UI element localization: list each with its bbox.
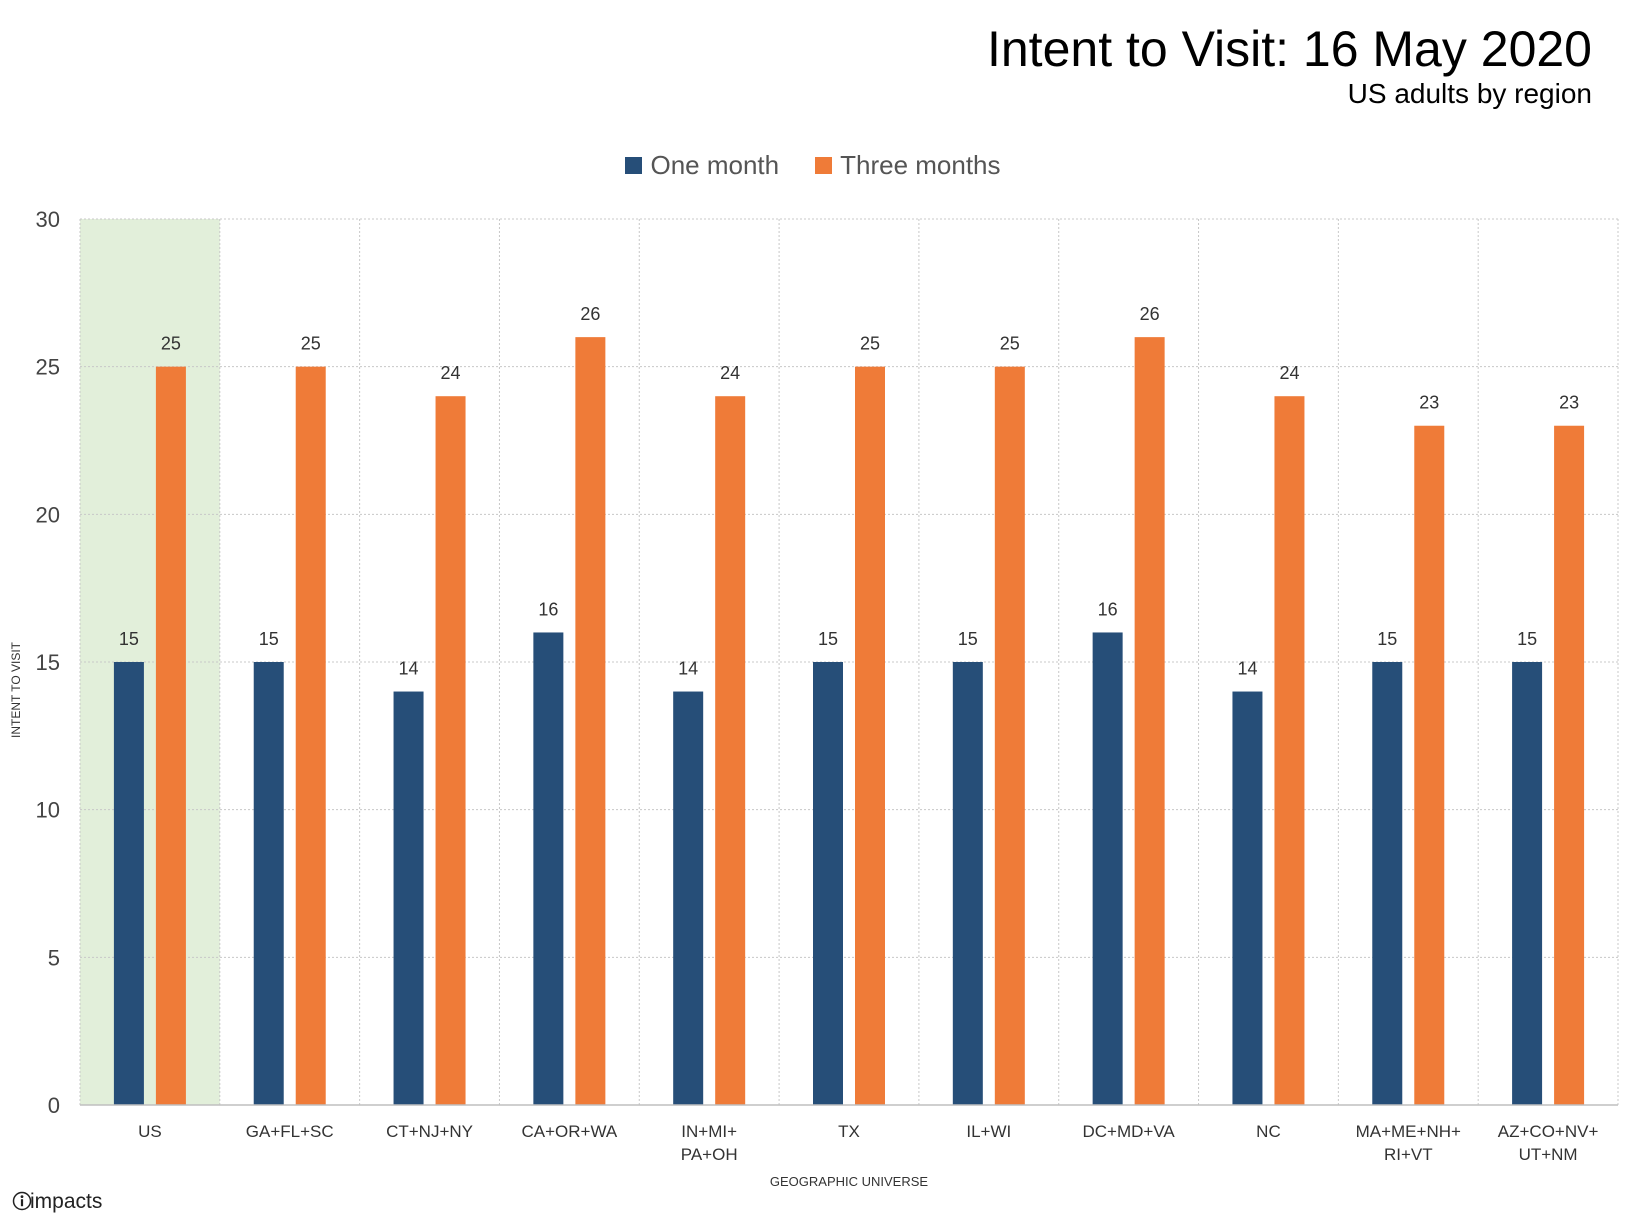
data-label: 24 [720, 363, 740, 383]
bar [715, 396, 746, 1105]
chart-legend: One month Three months [0, 150, 1626, 181]
bar [295, 366, 326, 1106]
data-label: 23 [1419, 393, 1439, 413]
bar [1414, 425, 1445, 1105]
bar [813, 662, 843, 1105]
data-label: 14 [678, 659, 698, 679]
bar [435, 396, 466, 1105]
data-label: 15 [958, 629, 978, 649]
x-tick-label: NC [1256, 1122, 1281, 1141]
data-label: 26 [580, 304, 600, 324]
data-label: 15 [1517, 629, 1537, 649]
data-label: 25 [161, 334, 181, 354]
bar [1554, 425, 1585, 1105]
x-tick-label: GA+FL+SC [246, 1122, 334, 1141]
bar [1274, 396, 1305, 1105]
bar [1512, 662, 1543, 1105]
bar [1092, 632, 1123, 1105]
bar [1232, 691, 1263, 1105]
x-tick-label: CT+NJ+NY [386, 1122, 473, 1141]
x-axis-title: GEOGRAPHIC UNIVERSE [770, 1174, 929, 1189]
bar [673, 691, 704, 1105]
y-tick-label: 15 [36, 650, 60, 675]
bar [533, 632, 564, 1105]
bar [575, 337, 606, 1106]
data-label: 23 [1559, 393, 1579, 413]
y-tick-label: 25 [36, 355, 60, 380]
bar [1372, 662, 1403, 1105]
x-tick-label: US [138, 1122, 162, 1141]
x-tick-label: MA+ME+NH+ RI+VT [1356, 1122, 1461, 1164]
bar [994, 366, 1025, 1106]
x-tick-label: IL+WI [966, 1122, 1011, 1141]
bar [952, 662, 983, 1105]
legend-swatch-three-months [815, 157, 833, 174]
chart-title: Intent to Visit: 16 May 2020 [986, 21, 1592, 77]
data-label: 24 [441, 363, 461, 383]
data-label: 25 [301, 334, 321, 354]
data-label: 15 [818, 629, 838, 649]
data-label: 25 [1000, 334, 1020, 354]
data-label: 16 [538, 599, 558, 619]
bar [155, 366, 186, 1106]
data-label: 16 [1098, 599, 1118, 619]
y-tick-label: 10 [36, 798, 60, 823]
bar [393, 691, 424, 1105]
y-tick-label: 30 [36, 207, 60, 232]
brand-logo: impacts [12, 1190, 102, 1217]
legend-label-one-month: One month [650, 150, 780, 180]
data-label: 15 [119, 629, 139, 649]
bar [855, 366, 885, 1106]
bar [113, 662, 144, 1105]
data-label: 15 [259, 629, 279, 649]
info-circle-icon [12, 1191, 32, 1217]
data-label: 14 [399, 659, 419, 679]
brand-name: impacts [30, 1190, 103, 1213]
legend-swatch-one-month [625, 157, 643, 174]
bar [1134, 337, 1165, 1106]
x-tick-label: DC+MD+VA [1083, 1122, 1176, 1141]
data-label: 24 [1279, 363, 1299, 383]
x-tick-label: AZ+CO+NV+ UT+NM [1498, 1122, 1599, 1164]
y-tick-label: 5 [48, 945, 60, 970]
x-tick-label: IN+MI+ PA+OH [681, 1122, 738, 1164]
y-tick-label: 0 [48, 1093, 60, 1118]
y-axis-title: INTENT TO VISIT [9, 641, 23, 738]
data-label: 15 [1377, 629, 1397, 649]
x-tick-label: TX [838, 1122, 860, 1141]
legend-item-three-months: Three months [815, 150, 1001, 181]
chart-subtitle: US adults by region [1347, 78, 1592, 109]
data-label: 25 [860, 334, 880, 354]
bar [253, 662, 284, 1105]
data-label: 26 [1140, 304, 1160, 324]
data-label: 14 [1237, 659, 1257, 679]
y-tick-label: 20 [36, 502, 60, 527]
x-tick-label: CA+OR+WA [521, 1122, 617, 1141]
legend-label-three-months: Three months [840, 150, 1001, 180]
legend-item-one-month: One month [625, 150, 779, 181]
